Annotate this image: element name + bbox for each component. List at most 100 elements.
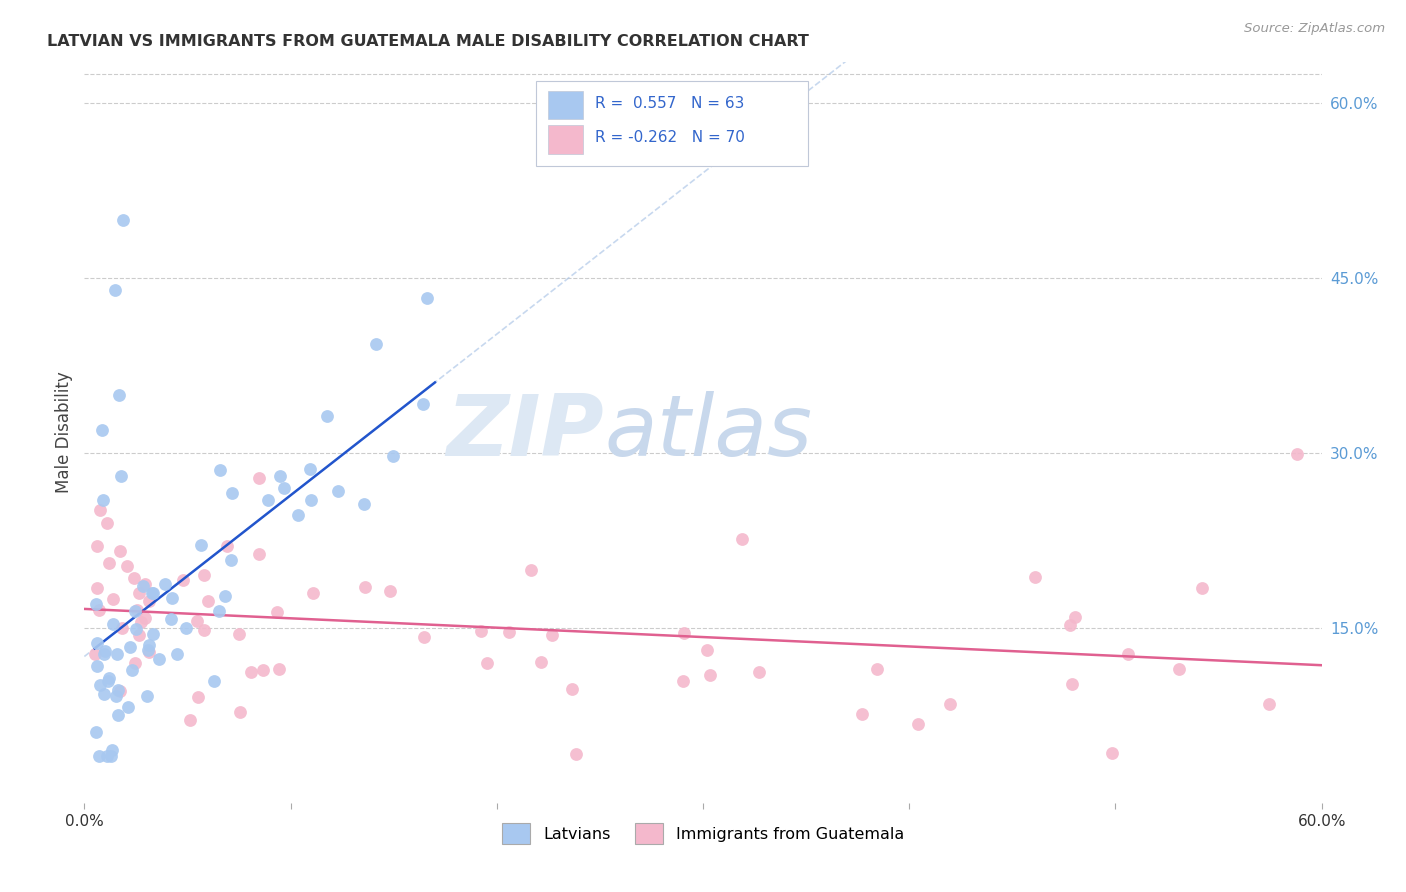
Text: atlas: atlas xyxy=(605,391,813,475)
Point xyxy=(229,705,252,719)
Point xyxy=(101,591,124,606)
Text: Source: ZipAtlas.com: Source: ZipAtlas.com xyxy=(1244,22,1385,36)
Point xyxy=(93,647,115,661)
Bar xyxy=(548,126,583,153)
Point xyxy=(128,586,150,600)
Point xyxy=(89,502,111,516)
Point xyxy=(91,423,114,437)
Point xyxy=(89,603,111,617)
Point xyxy=(672,626,695,640)
Point xyxy=(125,603,148,617)
Point xyxy=(257,492,280,507)
Point xyxy=(97,673,120,688)
Point xyxy=(382,449,405,463)
Point xyxy=(142,626,165,640)
Point xyxy=(186,614,208,628)
Point xyxy=(138,593,160,607)
Point xyxy=(1062,676,1084,690)
Point xyxy=(134,577,156,591)
Point xyxy=(1101,747,1123,761)
Text: ZIP: ZIP xyxy=(446,391,605,475)
Point xyxy=(193,624,215,638)
Point xyxy=(1191,582,1213,596)
Point xyxy=(98,556,121,570)
Point xyxy=(172,573,194,587)
Point xyxy=(100,749,122,764)
Point xyxy=(115,559,138,574)
Point xyxy=(148,651,170,665)
Point xyxy=(364,337,387,351)
Point xyxy=(110,684,132,698)
Point xyxy=(252,663,274,677)
Point xyxy=(193,567,215,582)
Point xyxy=(215,539,238,553)
Point xyxy=(671,674,693,689)
Point xyxy=(353,497,375,511)
Point xyxy=(1168,662,1191,676)
Point xyxy=(267,662,290,676)
Point xyxy=(160,591,183,606)
Point xyxy=(105,647,128,661)
FancyBboxPatch shape xyxy=(536,81,808,166)
Point xyxy=(301,586,323,600)
Point xyxy=(174,621,197,635)
Text: R = -0.262   N = 70: R = -0.262 N = 70 xyxy=(595,130,745,145)
Point xyxy=(86,659,108,673)
Point xyxy=(159,612,181,626)
Point xyxy=(266,605,288,619)
Point xyxy=(84,597,107,611)
Point xyxy=(208,604,231,618)
Point xyxy=(141,585,163,599)
Point xyxy=(86,582,108,596)
Point xyxy=(89,678,111,692)
Point xyxy=(240,665,263,679)
Point xyxy=(221,485,243,500)
Point xyxy=(100,743,122,757)
Point xyxy=(110,469,132,483)
Point xyxy=(97,671,120,685)
Point xyxy=(412,397,434,411)
Point xyxy=(103,283,125,297)
Point xyxy=(247,547,270,561)
Point xyxy=(124,656,146,670)
Point xyxy=(564,747,586,761)
Text: R =  0.557   N = 63: R = 0.557 N = 63 xyxy=(595,96,745,112)
Point xyxy=(326,484,349,499)
Point xyxy=(179,714,201,728)
Point xyxy=(699,667,721,681)
Point xyxy=(131,578,153,592)
Point xyxy=(122,571,145,585)
Point xyxy=(208,463,231,477)
Point xyxy=(1116,647,1139,661)
Point xyxy=(142,586,165,600)
Point xyxy=(124,604,146,618)
Point xyxy=(529,655,551,669)
Text: LATVIAN VS IMMIGRANTS FROM GUATEMALA MALE DISABILITY CORRELATION CHART: LATVIAN VS IMMIGRANTS FROM GUATEMALA MAL… xyxy=(48,34,808,49)
Point xyxy=(498,625,520,640)
Point xyxy=(107,707,129,722)
Bar xyxy=(548,91,583,120)
Point xyxy=(287,508,309,523)
Point xyxy=(561,681,583,696)
Point xyxy=(166,647,188,661)
Point xyxy=(129,615,152,629)
Point xyxy=(748,665,770,679)
Point xyxy=(117,699,139,714)
Point xyxy=(907,717,929,731)
Point xyxy=(301,493,323,508)
Point xyxy=(101,616,124,631)
Point xyxy=(87,749,110,764)
Point xyxy=(121,663,143,677)
Point xyxy=(138,645,160,659)
Point xyxy=(108,544,131,558)
Point xyxy=(125,622,148,636)
Point xyxy=(316,409,339,423)
Point xyxy=(731,532,754,546)
Point xyxy=(939,697,962,711)
Point xyxy=(541,628,564,642)
Point xyxy=(128,628,150,642)
Point xyxy=(86,725,108,739)
Point xyxy=(214,589,236,603)
Point xyxy=(190,538,212,552)
Point xyxy=(219,553,242,567)
